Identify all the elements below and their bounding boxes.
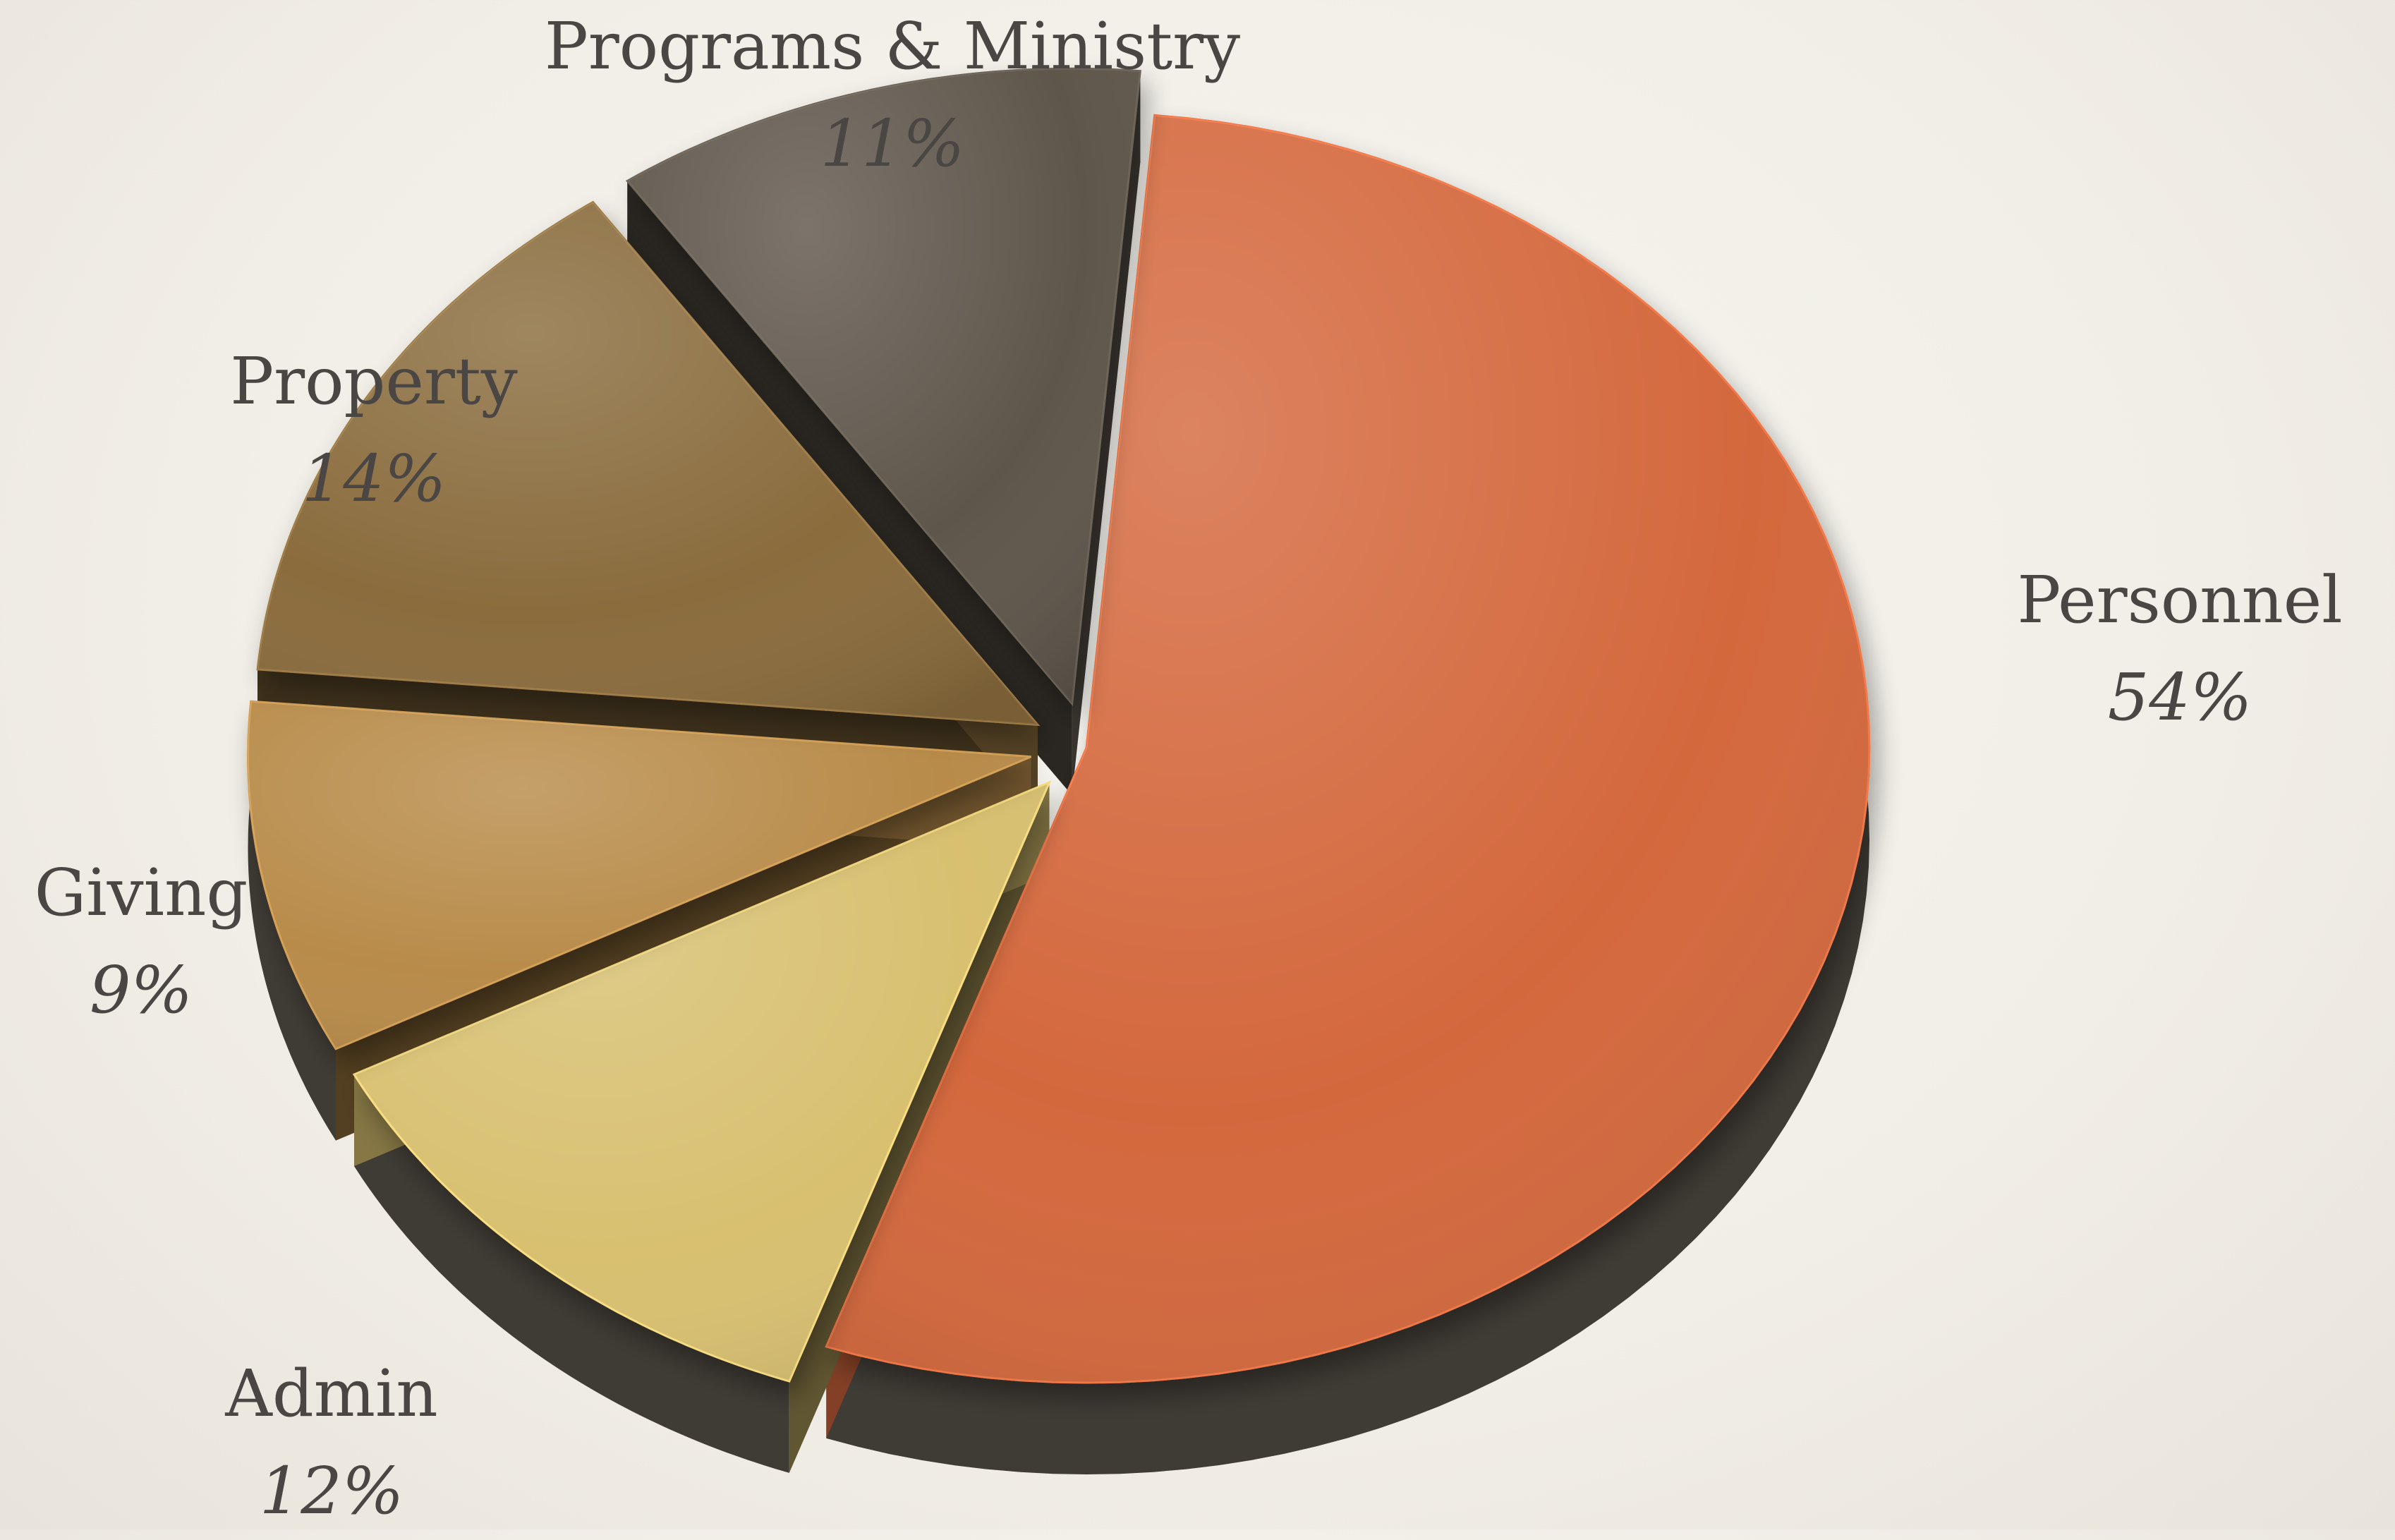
label-property: Property 14% [230, 333, 518, 528]
label-name-personnel: Personnel [2017, 562, 2343, 638]
label-name-admin: Admin [225, 1356, 438, 1431]
label-value-personnel: 54% [2107, 660, 2252, 735]
slice-gloss-giving [248, 701, 1031, 1049]
slice-cut-programs-ministry-1 [1072, 71, 1141, 796]
label-giving: Giving 9% [35, 844, 248, 1039]
label-personnel: Personnel 54% [2017, 552, 2342, 746]
label-value-programs-ministry: 11% [820, 106, 965, 181]
slice-gloss-programs-ministry [627, 68, 1141, 704]
slice-gloss-property [257, 202, 1038, 725]
label-name-property: Property [230, 344, 518, 419]
slice-gloss-admin [354, 782, 1050, 1381]
slice-side-giving [248, 701, 336, 1141]
slice-gloss-personnel [826, 115, 1869, 1383]
label-value-property: 14% [301, 441, 447, 516]
pie-tops [247, 67, 1871, 1384]
label-name-programs-ministry: Programs & Ministry [544, 8, 1241, 84]
label-name-giving: Giving [34, 855, 248, 930]
label-programs-ministry: Programs & Ministry 11% [545, 0, 1240, 193]
label-value-giving: 9% [90, 952, 193, 1028]
label-admin: Admin 12% [225, 1345, 437, 1540]
slice-side-admin [354, 1074, 789, 1473]
label-value-admin: 12% [259, 1453, 404, 1529]
